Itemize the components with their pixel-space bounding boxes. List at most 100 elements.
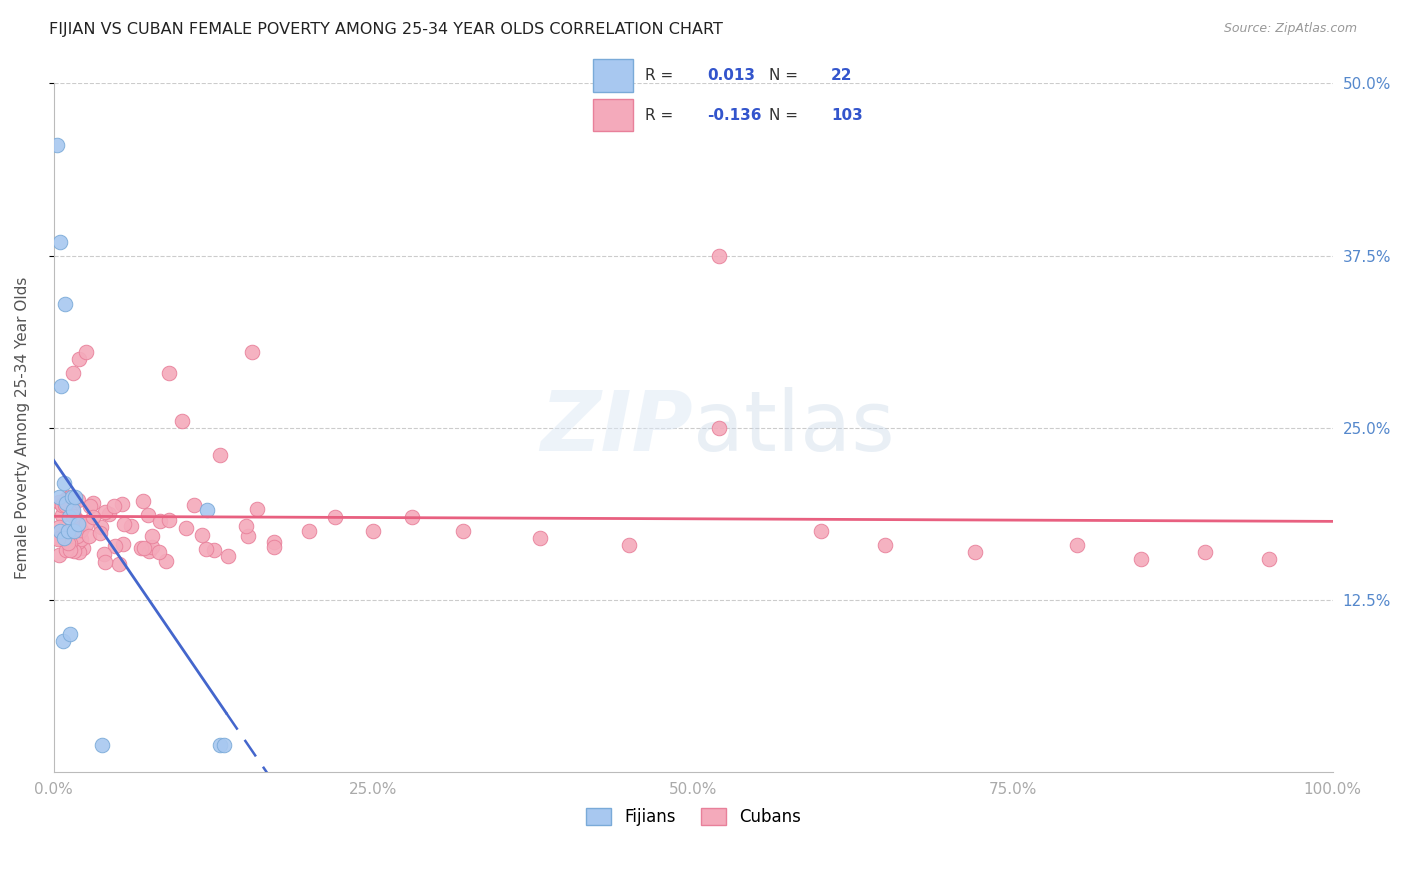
Text: -0.136: -0.136 [707,108,762,123]
Cubans [65,511,87,525]
Cubans [75,516,97,531]
Cubans [1194,544,1216,558]
Text: atlas: atlas [693,387,896,468]
Cubans [48,532,70,546]
Cubans [48,549,70,563]
Fijians [59,627,82,641]
Cubans [75,345,97,359]
Cubans [62,496,84,510]
Cubans [66,535,89,549]
Text: Source: ZipAtlas.com: Source: ZipAtlas.com [1223,22,1357,36]
Fijians [52,475,75,490]
Cubans [141,529,163,543]
Cubans [56,535,79,549]
Text: ZIP: ZIP [540,387,693,468]
Fijians [195,503,218,517]
Fijians [62,503,84,517]
Cubans [202,543,225,558]
Cubans [93,548,115,562]
Cubans [157,366,180,380]
Cubans [707,421,730,435]
Cubans [82,496,104,510]
Cubans [132,541,155,555]
Cubans [1129,551,1152,566]
Cubans [246,502,269,516]
Cubans [97,507,120,521]
Cubans [55,543,77,558]
Cubans [67,545,90,559]
Fijians [51,379,73,393]
Cubans [70,533,93,547]
Cubans [1066,538,1088,552]
Text: R =: R = [645,68,679,83]
Cubans [619,538,641,552]
Cubans [59,542,82,557]
Fijians [48,490,70,504]
Cubans [94,555,117,569]
Cubans [59,490,82,504]
Fijians [91,738,114,752]
Text: 103: 103 [831,108,863,123]
Cubans [79,499,101,513]
Cubans [51,508,73,522]
Text: 0.013: 0.013 [707,68,755,83]
Cubans [51,530,73,544]
Cubans [263,540,285,554]
Fijians [46,138,69,153]
Cubans [66,529,89,543]
Text: N =: N = [769,68,803,83]
Cubans [67,351,90,366]
Cubans [53,493,76,508]
Cubans [62,366,84,380]
Cubans [157,513,180,527]
Bar [593,99,633,131]
Cubans [170,414,193,428]
Cubans [111,497,134,511]
Cubans [217,549,239,564]
Legend: Fijians, Cubans: Fijians, Cubans [579,801,807,832]
Cubans [120,519,142,533]
Cubans [103,499,125,513]
Cubans [89,525,111,540]
Cubans [963,544,986,558]
Cubans [53,498,76,512]
Cubans [62,507,84,521]
Cubans [148,545,170,559]
Cubans [195,542,218,557]
Fijians [208,738,231,752]
Cubans [48,520,70,534]
Cubans [69,524,91,538]
Fijians [58,510,80,524]
Bar [593,60,633,92]
Cubans [138,543,160,558]
Cubans [174,521,197,535]
Cubans [58,524,80,539]
Cubans [183,499,205,513]
Cubans [62,509,84,524]
Cubans [810,524,832,538]
Cubans [49,527,72,541]
Cubans [90,520,112,534]
Cubans [79,529,101,543]
Text: N =: N = [769,108,803,123]
Cubans [155,554,177,568]
Cubans [72,541,94,555]
Cubans [55,491,77,505]
Cubans [55,525,77,540]
Cubans [58,503,80,517]
Fijians [60,490,83,504]
Cubans [236,529,259,543]
Cubans [451,524,474,538]
Y-axis label: Female Poverty Among 25-34 Year Olds: Female Poverty Among 25-34 Year Olds [15,277,30,579]
Cubans [363,524,385,538]
Cubans [94,505,117,519]
Cubans [67,515,90,529]
Cubans [235,518,257,533]
Fijians [63,524,86,538]
Fijians [49,524,72,538]
Cubans [129,541,152,556]
Cubans [401,510,423,524]
Cubans [141,540,163,554]
Cubans [112,517,135,532]
Cubans [240,345,263,359]
